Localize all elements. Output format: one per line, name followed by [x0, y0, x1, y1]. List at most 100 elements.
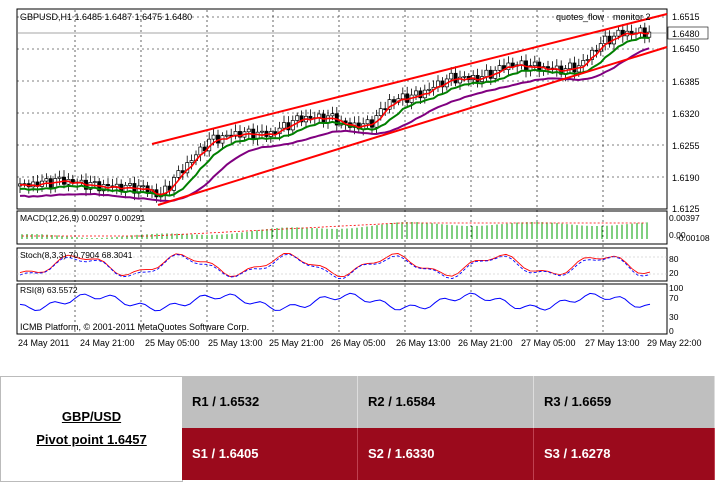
candle-body — [642, 27, 647, 38]
candle-body — [365, 119, 370, 125]
candle-body — [330, 113, 335, 117]
stoch-tick: 80 — [669, 254, 679, 264]
macd-tick: -0.00108 — [676, 233, 710, 243]
candle-body — [546, 66, 550, 69]
rsi-tick: 100 — [669, 283, 683, 293]
candle-body — [405, 93, 410, 103]
price-tick: 1.6515 — [672, 12, 700, 22]
time-tick: 26 May 13:00 — [396, 338, 451, 348]
time-tick: 25 May 13:00 — [208, 338, 263, 348]
candle-body — [246, 128, 251, 133]
candle-body — [378, 108, 383, 116]
time-tick: 29 May 22:00 — [647, 338, 702, 348]
candle-body — [497, 65, 502, 71]
candle-body — [141, 185, 146, 188]
candle-body — [462, 75, 467, 78]
current-price-marker — [667, 26, 709, 40]
current-price-label: 1.6480 — [672, 29, 700, 39]
candle-body — [260, 130, 264, 133]
resistance-r2: R2 / 1.6584 — [358, 376, 534, 428]
candle-body — [440, 80, 445, 88]
macd-tick: 0.00397 — [669, 213, 700, 223]
candle-body — [607, 35, 612, 45]
price-tick: 1.6320 — [672, 109, 700, 119]
candle-body — [387, 99, 392, 110]
chart-header: GBPUSD,H1 1.6485 1.6487 1.6475 1.6480 — [20, 12, 192, 22]
price-chart: 1.6515 1.6450 1.6385 1.6320 1.6255 1.619… — [16, 8, 710, 348]
candle-body — [299, 115, 304, 123]
time-tick: 24 May 21:00 — [80, 338, 135, 348]
candle-body — [572, 62, 577, 73]
moving-average-fast — [19, 31, 650, 196]
candle-body — [211, 134, 216, 140]
candle-body — [590, 49, 594, 60]
resistance-r1: R1 / 1.6532 — [182, 376, 358, 428]
support-s3: S3 / 1.6278 — [534, 428, 715, 480]
candle-body — [414, 90, 418, 96]
candle-body — [343, 120, 348, 124]
candle-body — [295, 115, 300, 121]
moving-average-slow — [19, 47, 650, 203]
candle-body — [273, 131, 278, 135]
candle-body — [224, 134, 229, 137]
macd-label: MACD(12,26,9) 0.00297 0.00291 — [20, 213, 145, 223]
rsi-tick: 30 — [669, 312, 679, 322]
support-s2: S2 / 1.6330 — [358, 428, 534, 480]
candle-body — [106, 184, 110, 187]
candle-body — [44, 178, 49, 182]
candle-body — [581, 60, 586, 67]
pair-cell: GBP/USD Pivot point 1.6457 — [0, 376, 183, 482]
time-tick: 27 May 05:00 — [521, 338, 576, 348]
candle-body — [233, 131, 238, 137]
candle-body — [568, 62, 572, 69]
rsi-line — [19, 292, 651, 312]
time-tick: 24 May 2011 — [18, 338, 69, 348]
currency-pair: GBP/USD — [61, 409, 122, 424]
rsi-label: RSI(8) 63.5572 — [20, 285, 78, 295]
copyright-text: ICMB Platform, © 2001-2011 MetaQuotes So… — [20, 322, 249, 332]
indicator-label-quotes-flow: quotes_flow — [556, 12, 605, 22]
time-tick: 27 May 13:00 — [585, 338, 640, 348]
candle-body — [383, 108, 388, 111]
rsi-pane — [16, 283, 668, 335]
candle-body — [510, 62, 515, 67]
pivot-table: GBP/USD Pivot point 1.6457 R1 / 1.6532 R… — [0, 376, 715, 482]
candle-body — [400, 93, 405, 100]
price-tick: 1.6255 — [672, 141, 700, 151]
price-tick: 1.6385 — [672, 77, 700, 87]
candle-body — [128, 183, 132, 186]
stoch-tick: 20 — [669, 268, 679, 278]
time-tick: 25 May 21:00 — [269, 338, 324, 348]
candle-body — [79, 179, 84, 183]
candle-body — [308, 115, 313, 119]
candle-body — [453, 72, 458, 84]
candle-body — [282, 122, 286, 129]
candle-body — [603, 35, 608, 44]
candle-body — [488, 69, 493, 79]
candle-body — [484, 69, 489, 77]
price-tick: 1.6125 — [672, 204, 700, 214]
stochastic-signal-line — [19, 253, 651, 280]
time-tick: 26 May 05:00 — [331, 338, 386, 348]
candle-body — [189, 160, 194, 163]
stoch-label: Stoch(8,3,3) 70.7904 68.3041 — [20, 250, 133, 260]
channel-lower-line — [157, 46, 668, 206]
indicator-label-monitor: monitor 2 — [613, 12, 651, 22]
time-tick: 25 May 05:00 — [145, 338, 200, 348]
support-s1: S1 / 1.6405 — [182, 428, 358, 480]
resistance-r3: R3 / 1.6659 — [534, 376, 715, 428]
channel-upper-line — [151, 13, 668, 145]
candle-body — [532, 61, 537, 66]
candle-body — [449, 72, 454, 80]
candle-body — [176, 170, 181, 178]
moving-average-mid — [19, 36, 650, 198]
price-tick: 1.6190 — [672, 173, 700, 183]
candle-body — [238, 131, 242, 138]
candle-body — [616, 29, 621, 37]
candle-body — [392, 99, 396, 103]
pivot-point: Pivot point 1.6457 — [36, 432, 147, 447]
macd-signal-line — [22, 222, 646, 237]
stochastic-main-line — [19, 253, 651, 278]
candle-body — [458, 76, 462, 84]
rsi-tick: 70 — [669, 293, 679, 303]
